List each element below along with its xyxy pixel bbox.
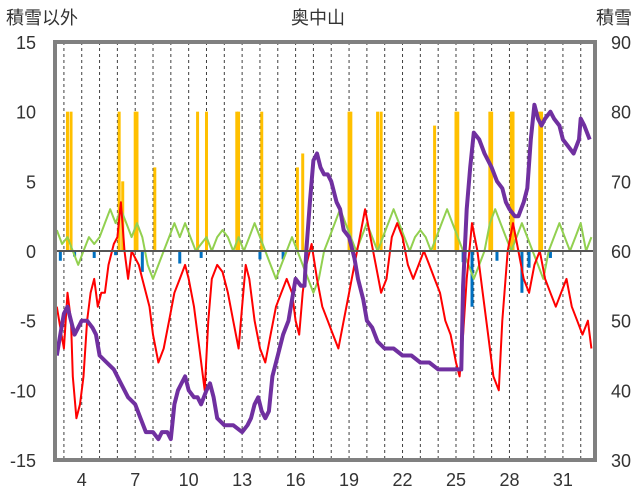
sunshine-bar [433, 125, 437, 251]
right-axis-label: 積雪 [596, 8, 632, 29]
sunshine-bar [456, 111, 460, 252]
right-tick-label: 80 [611, 103, 631, 123]
precipitation-bar [548, 251, 552, 258]
sunshine-bar [260, 111, 264, 252]
left-tick-label: 5 [26, 172, 36, 192]
sunshine-bar [347, 111, 351, 252]
right-tick-label: 50 [611, 312, 631, 332]
precipitation-bar [527, 251, 531, 268]
sunshine-bar [133, 111, 137, 252]
sunshine-bar [538, 111, 542, 252]
sunshine-bar [490, 111, 494, 252]
right-tick-label: 30 [611, 451, 631, 471]
grid-lines [63, 42, 582, 460]
precipitation-bar [114, 251, 118, 256]
sunshine-bar [349, 111, 353, 252]
left-tick-label: 0 [26, 242, 36, 262]
right-tick-label: 70 [611, 172, 631, 192]
right-tick-label: 60 [611, 242, 631, 262]
precipitation-bar [258, 251, 262, 260]
precipitation-bar [58, 251, 62, 261]
left-tick-label: -15 [10, 451, 36, 471]
sunshine-bar [117, 111, 121, 252]
x-tick-label: 31 [553, 470, 573, 490]
snow-depth-line [54, 102, 592, 442]
sunshine-bar [69, 111, 73, 252]
precipitation-bar [470, 251, 474, 307]
sunshine-bar [153, 167, 157, 251]
left-tick-label: 15 [16, 33, 36, 53]
left-axis-label: 積雪以外 [6, 8, 78, 29]
x-tick-label: 10 [179, 470, 199, 490]
x-tick-label: 25 [446, 470, 466, 490]
precipitation-bar [92, 251, 96, 258]
sunshine-bar [135, 111, 139, 252]
sunshine-bar [196, 111, 200, 252]
sunshine-bar [488, 111, 492, 252]
right-tick-label: 40 [611, 381, 631, 401]
precipitation-bar [178, 251, 182, 264]
sunshine-bar [237, 111, 241, 252]
precipitation-bar [495, 251, 499, 261]
x-tick-label: 16 [286, 470, 306, 490]
right-tick-label: 90 [611, 33, 631, 53]
x-tick-label: 19 [339, 470, 359, 490]
sunshine-bar [65, 111, 69, 252]
precipitation-bar [140, 251, 144, 272]
sunshine-bar [376, 111, 380, 252]
sunshine-bar [509, 111, 513, 252]
left-tick-label: -5 [20, 312, 36, 332]
sunshine-bar [295, 167, 299, 251]
x-tick-label: 4 [77, 470, 87, 490]
plot-frame [53, 40, 597, 462]
sunshine-bar [454, 111, 458, 252]
x-tick-label: 13 [232, 470, 252, 490]
precipitation-bar [199, 251, 203, 258]
sunshine-bar [511, 111, 515, 252]
x-tick-label: 28 [499, 470, 519, 490]
sunshine-bar [301, 153, 305, 251]
sunshine-bar [235, 111, 239, 252]
chart-title: 奥中山 [291, 8, 345, 29]
x-tick-label: 22 [393, 470, 413, 490]
precipitation-bar [281, 251, 285, 260]
sunshine-bar [540, 111, 544, 252]
left-tick-label: 10 [16, 103, 36, 123]
x-tick-label: 7 [130, 470, 140, 490]
sunshine-bar [379, 111, 383, 252]
left-tick-label: -10 [10, 381, 36, 401]
sunshine-bar [204, 111, 208, 252]
